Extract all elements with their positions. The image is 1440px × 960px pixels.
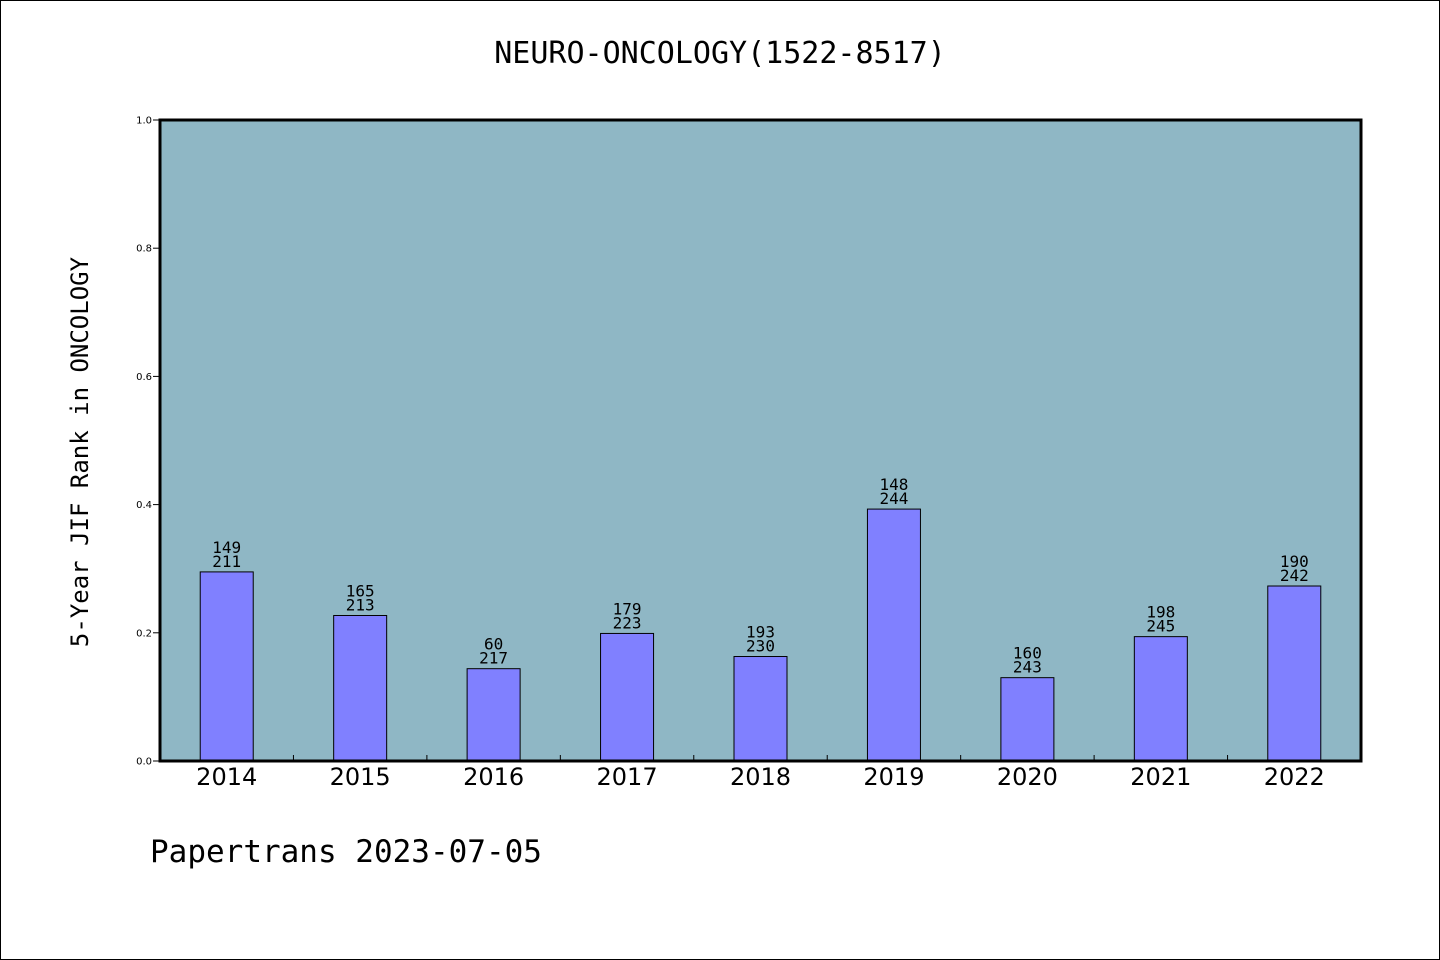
bar-label-rank: 193 [746,623,775,642]
bar [733,656,788,762]
y-tick-label: 0.8 [136,244,152,255]
bar-label-total: 211 [212,552,241,571]
bar-label-total: 244 [879,489,908,508]
x-tick-label: 2019 [863,763,924,791]
bar-label-rank: 198 [1146,603,1175,622]
x-tick-label: 2020 [997,763,1058,791]
bar-label-rank: 60 [484,635,503,654]
x-tick-label: 2017 [597,763,658,791]
x-tick-label: 2015 [330,763,391,791]
y-tick-label: 0.6 [136,372,152,383]
bar-label-rank: 160 [1013,644,1042,663]
x-tick-label: 2021 [1130,763,1191,791]
footer-text: Papertrans 2023-07-05 [150,834,542,870]
bar-label-rank: 148 [879,475,908,494]
bar-label-total: 245 [1146,617,1175,636]
bar-label-rank: 149 [212,538,241,557]
bar [199,571,254,762]
bar-label-rank: 179 [613,599,642,618]
y-tick-label: 1.0 [136,116,152,127]
bar-label-total: 223 [613,613,642,632]
chart-title: NEURO-ONCOLOGY(1522-8517) [494,36,946,71]
bar-label-total: 217 [479,649,508,668]
bar-label-rank: 165 [346,581,375,600]
x-tick-label: 2022 [1264,763,1325,791]
x-tick-label: 2018 [730,763,791,791]
bar [1267,585,1322,762]
x-tick-label: 2014 [196,763,257,791]
y-tick-label: 0.0 [136,757,152,768]
bar [333,614,388,762]
bar [600,632,655,762]
bar-label-total: 242 [1280,566,1309,585]
plot-border [158,118,1363,763]
bar-label-total: 213 [346,595,375,614]
x-tick-label: 2016 [463,763,524,791]
bar [1000,677,1055,762]
bar [466,668,521,762]
y-tick-label: 0.2 [136,628,152,639]
bar-label-rank: 190 [1280,552,1309,571]
bar-label-total: 230 [746,637,775,656]
bar-label-total: 243 [1013,658,1042,677]
y-tick-label: 0.4 [136,500,152,511]
bar [1133,636,1188,762]
bar [866,508,921,762]
